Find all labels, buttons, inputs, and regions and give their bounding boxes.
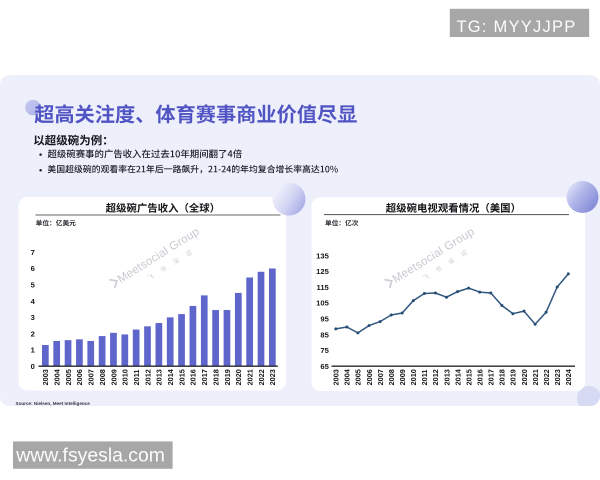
svg-text:2009: 2009 — [398, 369, 407, 385]
svg-text:2010: 2010 — [409, 369, 418, 385]
svg-text:2011: 2011 — [132, 370, 141, 386]
svg-text:65: 65 — [320, 362, 329, 371]
svg-text:85: 85 — [320, 330, 329, 339]
svg-text:2022: 2022 — [257, 369, 266, 385]
svg-text:2018: 2018 — [211, 369, 220, 385]
svg-text:2022: 2022 — [542, 369, 551, 385]
svg-text:2006: 2006 — [365, 369, 374, 385]
svg-text:2023: 2023 — [268, 369, 277, 385]
svg-text:2009: 2009 — [109, 369, 118, 385]
svg-text:135: 135 — [316, 251, 329, 260]
svg-text:2023: 2023 — [553, 369, 562, 385]
svg-text:2013: 2013 — [155, 369, 164, 385]
svg-text:125: 125 — [316, 267, 329, 276]
svg-text:2005: 2005 — [354, 369, 363, 385]
svg-text:2003: 2003 — [332, 369, 341, 385]
svg-text:2019: 2019 — [223, 369, 232, 385]
svg-text:2014: 2014 — [166, 368, 175, 385]
svg-text:3: 3 — [31, 313, 35, 322]
svg-text:2015: 2015 — [464, 369, 473, 385]
svg-text:2008: 2008 — [98, 369, 107, 385]
svg-text:2020: 2020 — [234, 369, 243, 385]
svg-text:6: 6 — [31, 264, 35, 273]
svg-text:2020: 2020 — [520, 369, 529, 385]
svg-text:115: 115 — [317, 283, 330, 292]
svg-text:2012: 2012 — [431, 369, 440, 385]
svg-text:2008: 2008 — [387, 369, 396, 385]
svg-text:7: 7 — [31, 248, 35, 257]
svg-text:2016: 2016 — [476, 369, 485, 385]
svg-text:2004: 2004 — [53, 368, 62, 385]
svg-text:2014: 2014 — [453, 368, 462, 385]
svg-text:TG: MYYJJPP: TG: MYYJJPP — [456, 18, 576, 36]
svg-text:Source: Nielsen, Meet Intellig: Source: Nielsen, Meet Intelligence — [16, 401, 91, 406]
svg-text:5: 5 — [31, 281, 36, 290]
svg-text:2024: 2024 — [564, 368, 573, 385]
svg-text:2012: 2012 — [143, 369, 152, 385]
svg-text:2013: 2013 — [442, 369, 451, 385]
svg-text:2007: 2007 — [87, 369, 96, 385]
svg-text:www.fsyesla.com: www.fsyesla.com — [15, 445, 165, 467]
svg-text:0: 0 — [31, 362, 35, 371]
svg-text:105: 105 — [316, 299, 329, 308]
svg-text:2017: 2017 — [200, 369, 209, 385]
svg-text:2021: 2021 — [531, 369, 540, 385]
svg-text:2016: 2016 — [189, 369, 198, 385]
svg-text:2005: 2005 — [64, 369, 73, 385]
svg-text:2019: 2019 — [509, 369, 518, 385]
svg-text:2: 2 — [31, 329, 35, 338]
svg-text:2004: 2004 — [343, 368, 352, 385]
svg-text:2006: 2006 — [75, 369, 84, 385]
svg-text:2017: 2017 — [487, 369, 496, 385]
svg-text:95: 95 — [320, 315, 329, 324]
svg-text:2011: 2011 — [420, 370, 429, 386]
svg-text:75: 75 — [320, 346, 329, 355]
svg-text:4: 4 — [31, 297, 36, 306]
svg-text:2018: 2018 — [498, 369, 507, 385]
svg-text:2010: 2010 — [121, 369, 130, 385]
svg-text:1: 1 — [31, 346, 36, 355]
svg-text:2015: 2015 — [177, 369, 186, 385]
svg-text:2003: 2003 — [41, 369, 50, 385]
svg-text:2021: 2021 — [245, 369, 254, 385]
svg-text:2007: 2007 — [376, 369, 385, 385]
